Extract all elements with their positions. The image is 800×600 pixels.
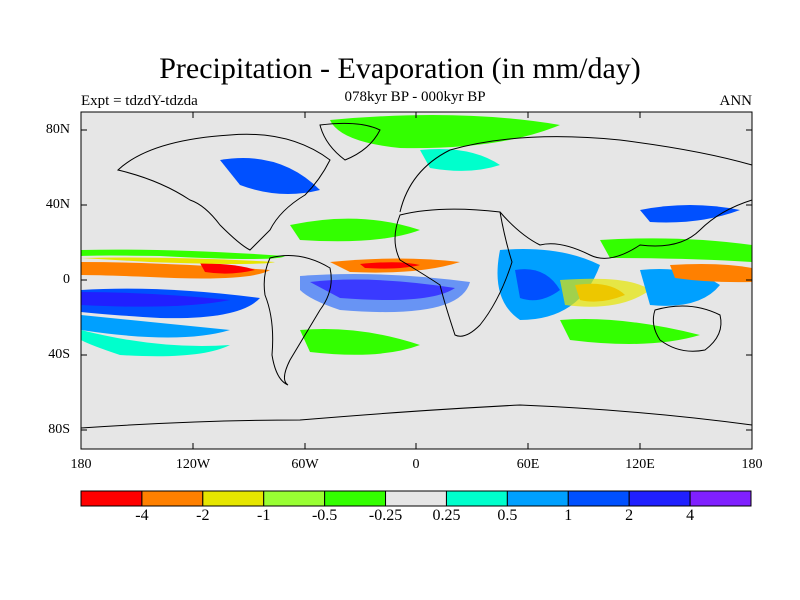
colorbar-swatch (689, 490, 752, 507)
colorbar-swatch (141, 490, 204, 507)
field-blue-kuroshio (640, 205, 740, 223)
field-green-wp (600, 238, 752, 262)
field-deepblue (81, 292, 230, 307)
colorbar-label: 1 (564, 507, 573, 524)
field-cyan-north (420, 149, 500, 171)
colorbar-label: -0.25 (368, 507, 403, 524)
map-subtitle: 078kyr BP - 000kyr BP (344, 89, 486, 105)
colorbar-label: 0.5 (497, 507, 518, 524)
field-blue-north (220, 158, 320, 194)
colorbar-swatch (80, 490, 143, 507)
x-tick-label: 60W (291, 457, 319, 472)
colorbar-label: -0.5 (311, 507, 338, 524)
x-tick-label: 120E (625, 457, 655, 472)
colorbar-swatch (506, 490, 569, 507)
y-tick-label: 40N (45, 197, 70, 212)
colorbar-label: 0.25 (432, 507, 461, 524)
field-green (81, 249, 285, 259)
field-lightblue (81, 315, 230, 338)
tick-marks (81, 112, 752, 449)
colorbar (80, 490, 752, 507)
colorbar-label: 2 (625, 507, 634, 524)
field-orange-wp (670, 264, 752, 283)
y-tick-label: 80S (48, 422, 70, 437)
x-tick-label: 180 (741, 457, 763, 472)
colorbar-swatch (567, 490, 630, 507)
field-orange (81, 262, 270, 279)
contour-fields (81, 115, 752, 357)
field-yellow (81, 257, 275, 264)
y-tick-label: 0 (63, 272, 70, 287)
y-tick-label: 80N (45, 122, 70, 137)
colorbar-swatch (385, 490, 447, 507)
colorbar-swatch (263, 490, 326, 507)
colorbar-swatch (324, 490, 387, 507)
field-green-atl (290, 218, 420, 242)
y-tick-label: 40S (48, 347, 70, 362)
x-tick-label: 0 (412, 457, 420, 472)
field-deepblue-io (515, 269, 560, 301)
field-red (200, 263, 255, 274)
field-red-atl (360, 262, 420, 269)
coastlines (80, 122, 753, 429)
field-cyan (81, 330, 230, 357)
field-green-se (560, 319, 700, 344)
field-yellow-io (560, 278, 650, 307)
colorbar-swatch (628, 490, 691, 507)
colorbar-label: -2 (196, 507, 210, 524)
x-tick-label: 180 (70, 457, 92, 472)
map-title: Precipitation - Evaporation (in mm/day) (159, 52, 641, 85)
colorbar-label: -1 (257, 507, 271, 524)
colorbar-swatch (202, 490, 265, 507)
colorbar-swatch (445, 490, 508, 507)
experiment-label: Expt = tdzdY-tdzda (81, 93, 198, 109)
colorbar-label: -4 (135, 507, 149, 524)
x-tick-label: 60E (516, 457, 540, 472)
colorbar-label: 4 (686, 507, 695, 524)
field-green-sh (300, 329, 420, 355)
season-label: ANN (719, 93, 753, 109)
x-tick-label: 120W (175, 457, 211, 472)
field-blue-atl (300, 274, 470, 313)
